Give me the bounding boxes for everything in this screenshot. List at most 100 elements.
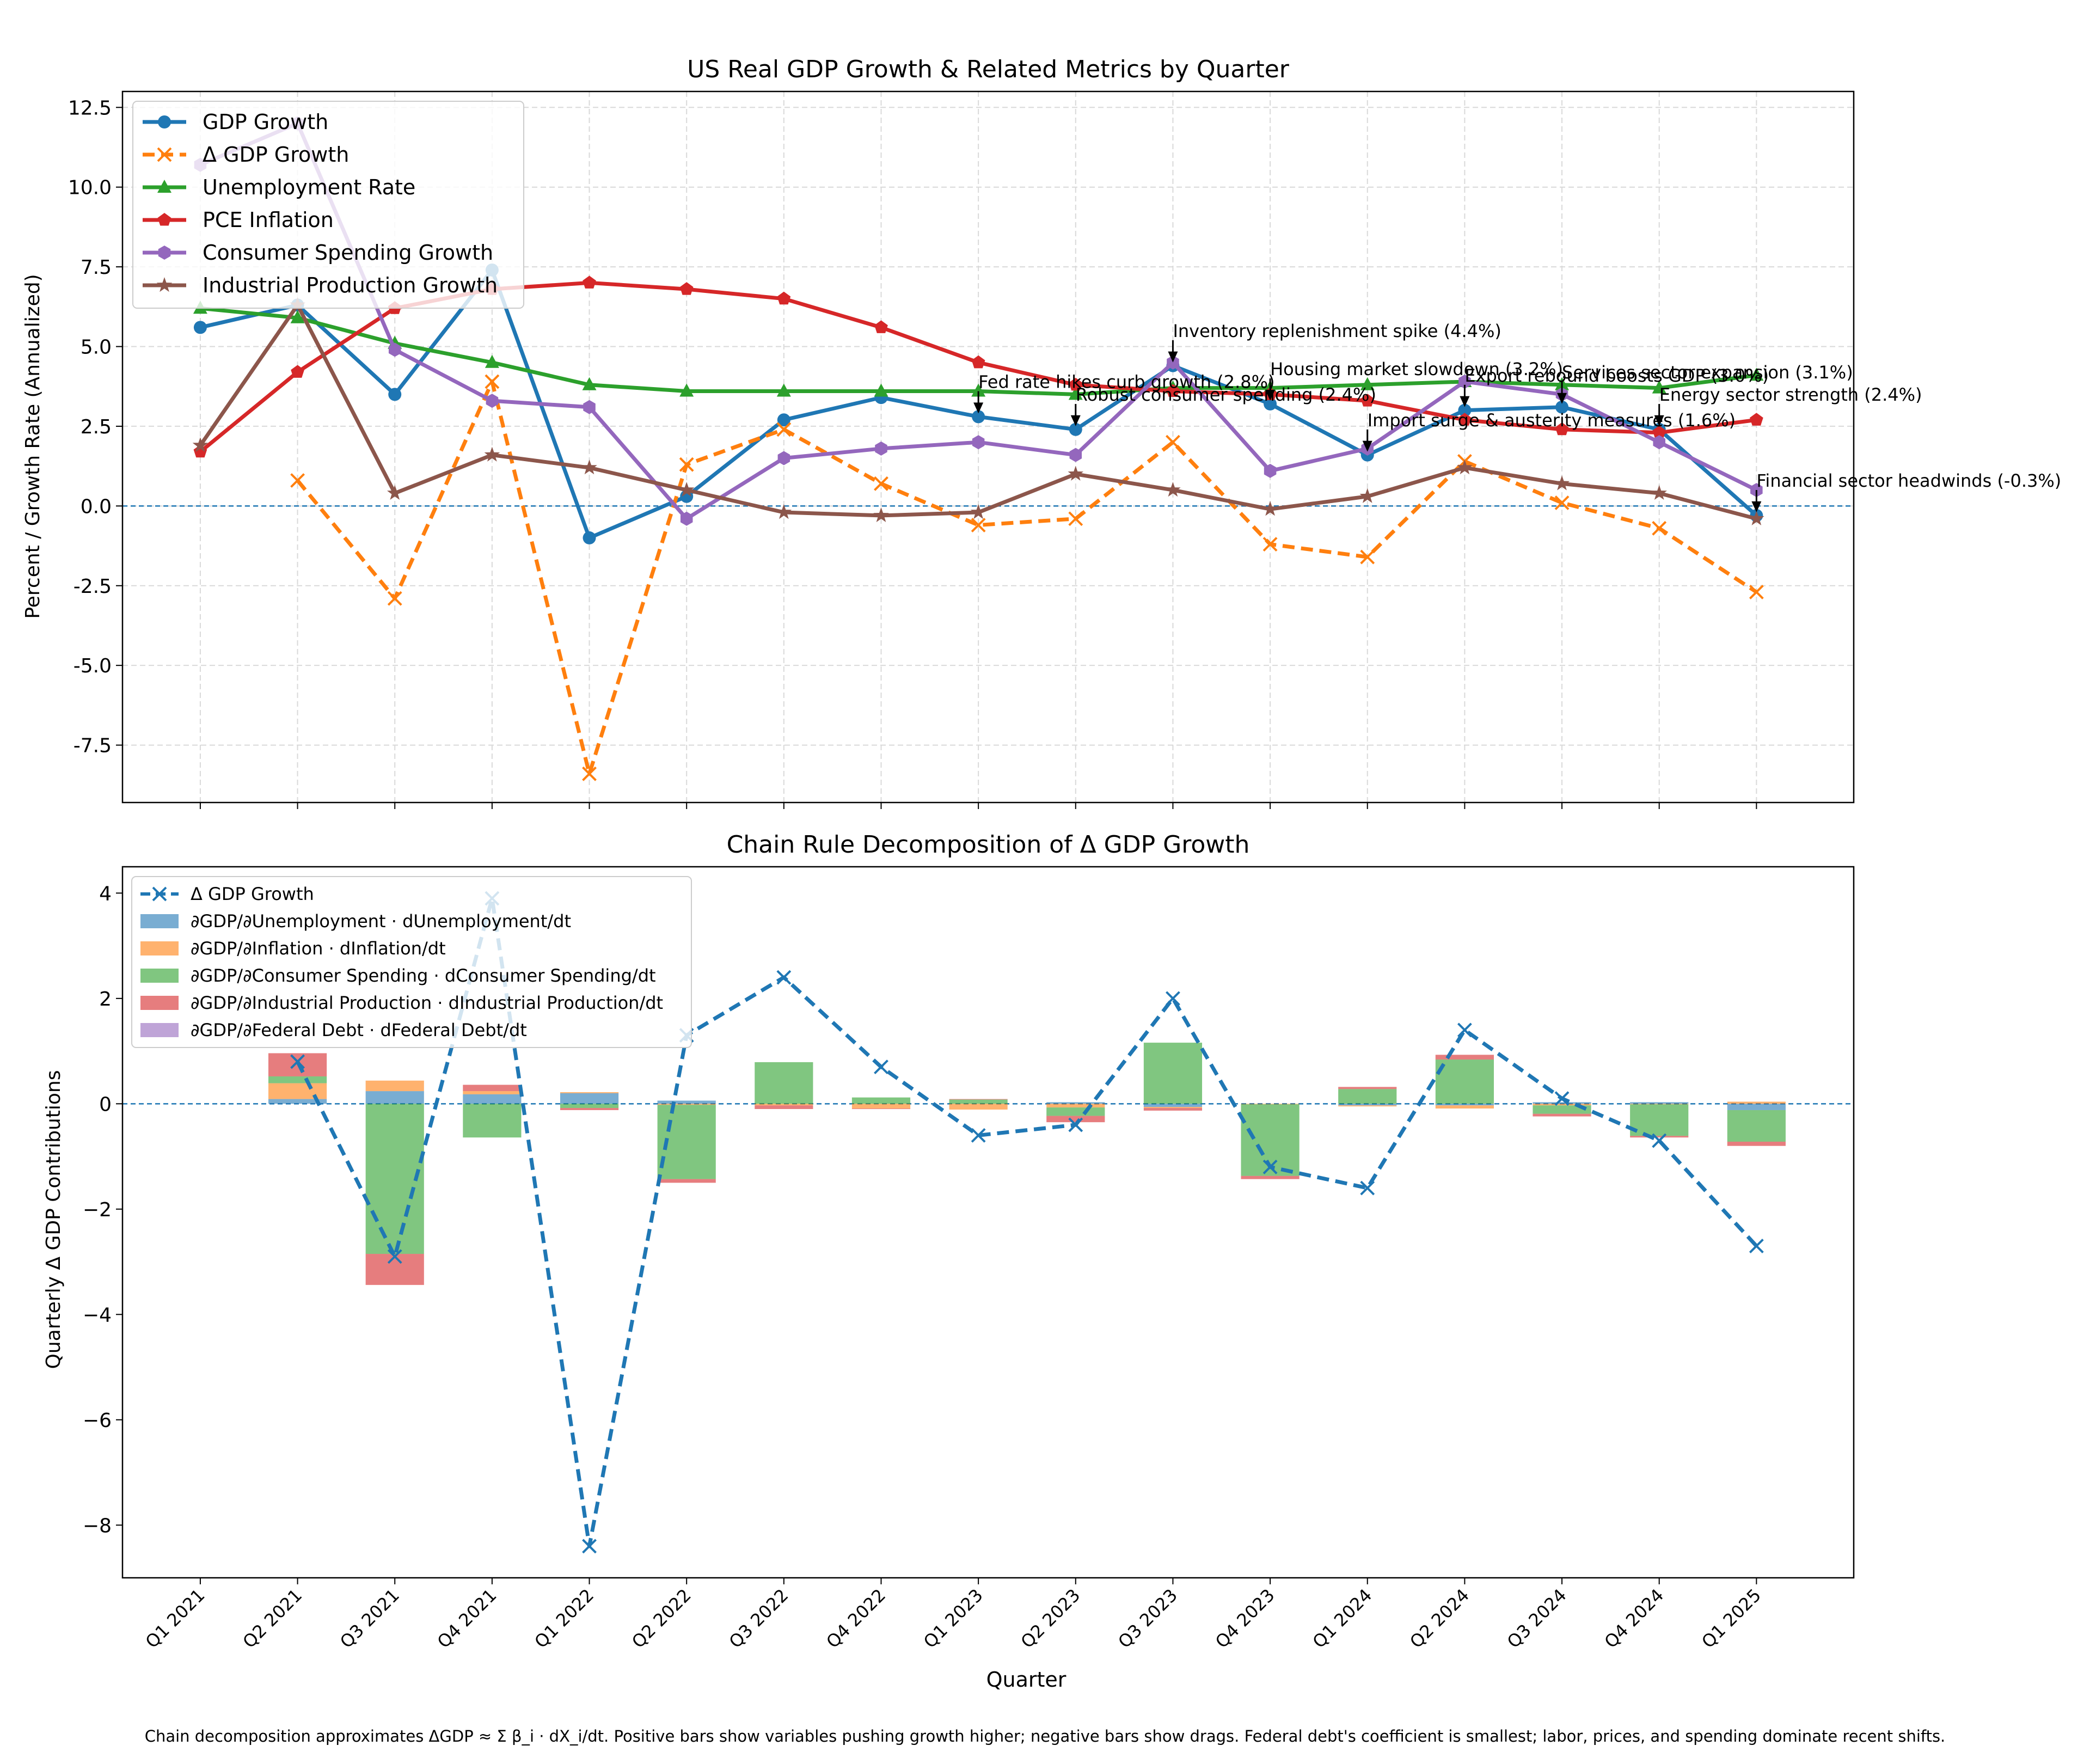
bottom-legend-label: Δ GDP Growth (191, 884, 314, 904)
annotation-label: Housing market slowdown (3.2%) (1270, 359, 1563, 379)
top-y-axis-label: Percent / Growth Rate (Annualized) (22, 274, 44, 618)
bar-segment-bar_infl (463, 1091, 522, 1094)
bottom-y-tick-label: 4 (99, 883, 112, 905)
annotation-arrowhead (1168, 351, 1178, 363)
top-point-pce (777, 291, 791, 305)
bottom-y-axis-label: Quarterly Δ GDP Contributions (42, 1070, 65, 1369)
bottom-y-tick-label: −6 (83, 1410, 112, 1432)
bar-segment-bar_ind (1046, 1116, 1105, 1123)
top-point-industrial (1457, 460, 1473, 475)
top-series-layer (192, 116, 1764, 781)
bottom-delta-gdp-line (296, 896, 1758, 1548)
top-point-gdp (777, 413, 790, 427)
bottom-delta-gdp-point-stroke-b (1262, 1160, 1278, 1174)
bar-segment-bar_ind (1241, 1175, 1300, 1179)
bar-segment-bar_ind (949, 1099, 1008, 1100)
top-point-consumer (583, 400, 596, 414)
top-point-unemp (776, 383, 791, 397)
top-point-industrial (873, 507, 889, 523)
top-point-dgdp-stroke-b (679, 457, 694, 472)
top-point-dgdp-stroke-b (485, 374, 500, 389)
top-point-gdp (1555, 400, 1569, 414)
bottom-y-tick-label: −4 (83, 1304, 112, 1326)
bottom-delta-gdp-point (1457, 1022, 1472, 1038)
top-point-unemp (971, 383, 986, 397)
bar-segment-bar_cons (1338, 1089, 1397, 1104)
top-point-dgdp-stroke-b (582, 766, 597, 781)
top-point-dgdp-stroke-b (971, 518, 986, 532)
top-point-dgdp (485, 374, 500, 389)
bottom-y-tick-label: 0 (99, 1093, 112, 1116)
top-legend-label: GDP Growth (203, 110, 328, 134)
top-point-industrial (970, 504, 986, 519)
bottom-legend-label: ∂GDP/∂Consumer Spending · dConsumer Spen… (191, 965, 656, 986)
bottom-delta-gdp-point (1652, 1133, 1667, 1148)
bar-segment-bar_cons (949, 1099, 1008, 1104)
bar-segment-bar_unemp (1338, 1104, 1397, 1106)
top-point-industrial (1068, 465, 1084, 481)
bar-segment-bar_infl (851, 1104, 911, 1109)
annotation-label: Energy sector strength (2.4%) (1659, 384, 1922, 405)
top-point-dgdp-stroke-b (1554, 495, 1570, 510)
top-legend-box (132, 101, 524, 309)
annotation-arrowhead (1460, 396, 1470, 407)
top-y-tick-label: 7.5 (81, 256, 112, 279)
top-point-industrial (1651, 485, 1667, 500)
bottom-legend-swatch-bar_debt (140, 1023, 179, 1037)
top-legend-marker-industrial (156, 277, 173, 292)
top-legend-marker-gdp (158, 115, 171, 128)
top-point-dgdp (1554, 495, 1570, 510)
bottom-legend: Δ GDP Growth ∂GDP/∂Unemployment · dUnempl… (131, 876, 692, 1048)
top-point-industrial (776, 504, 792, 519)
top-point-pce (1166, 384, 1180, 397)
top-y-tick-label: 12.5 (68, 97, 112, 119)
bottom-delta-gdp-point-stroke-b (971, 1128, 986, 1143)
bar-segment-bar_cons (1046, 1107, 1105, 1116)
bottom-delta-gdp-point (1262, 1160, 1278, 1174)
top-point-unemp (1068, 387, 1083, 400)
top-point-consumer (388, 342, 401, 357)
top-point-pce (679, 282, 694, 295)
top-point-pce (1458, 413, 1472, 426)
annotation-arrowhead (1362, 440, 1372, 452)
annotation-arrowhead (1751, 501, 1762, 512)
top-point-industrial (678, 482, 695, 497)
top-point-consumer (1069, 448, 1082, 462)
bottom-delta-gdp-point (874, 1059, 888, 1075)
top-point-pce (291, 365, 304, 378)
bar-segment-bar_cons (268, 1076, 327, 1083)
top-legend-marker-unemp (157, 180, 171, 193)
top-x-ticks (199, 803, 1757, 809)
bar-segment-bar_infl (1435, 1105, 1494, 1109)
top-point-dgdp-stroke-b (290, 473, 305, 488)
bottom-delta-gdp-point-stroke-b (1360, 1180, 1375, 1196)
top-annotations: Fed rate hikes curb growth (2.8%)Robust … (973, 321, 2061, 512)
bottom-y-tick-label: −2 (83, 1199, 112, 1221)
bottom-legend-marker-line-stroke-b (152, 886, 167, 902)
top-point-pce (583, 275, 596, 289)
bar-segment-bar_infl (1727, 1101, 1786, 1104)
top-point-unemp (290, 310, 305, 323)
top-point-consumer (1264, 463, 1277, 478)
bar-segment-bar_infl (1533, 1104, 1591, 1106)
top-point-unemp (874, 383, 888, 397)
top-point-consumer (486, 394, 499, 408)
top-point-industrial (192, 437, 209, 452)
top-point-dgdp (1749, 585, 1764, 599)
top-point-pce (1360, 394, 1375, 407)
bar-segment-bar_infl (755, 1104, 813, 1106)
bottom-x-axis-label: Quarter (986, 1668, 1067, 1692)
bottom-delta-gdp-point-stroke-b (1166, 991, 1180, 1006)
top-y-tick-label: -2.5 (73, 575, 112, 598)
annotation-arrowhead (1070, 415, 1081, 426)
bottom-delta-gdp-point (582, 1539, 597, 1554)
annotation-label: Export rebound boosts GDP (3.0%) (1464, 365, 1769, 386)
annotation-arrowhead (1265, 389, 1276, 401)
top-legend-marker-dgdp (157, 147, 172, 162)
top-point-dgdp-stroke-b (1262, 537, 1278, 552)
bar-segment-bar_unemp (1143, 1104, 1203, 1107)
top-legend-marker-pce (157, 213, 171, 226)
top-legend-label: Unemployment Rate (203, 175, 415, 199)
bottom-legend-label: ∂GDP/∂Industrial Production · dIndustria… (191, 993, 663, 1013)
